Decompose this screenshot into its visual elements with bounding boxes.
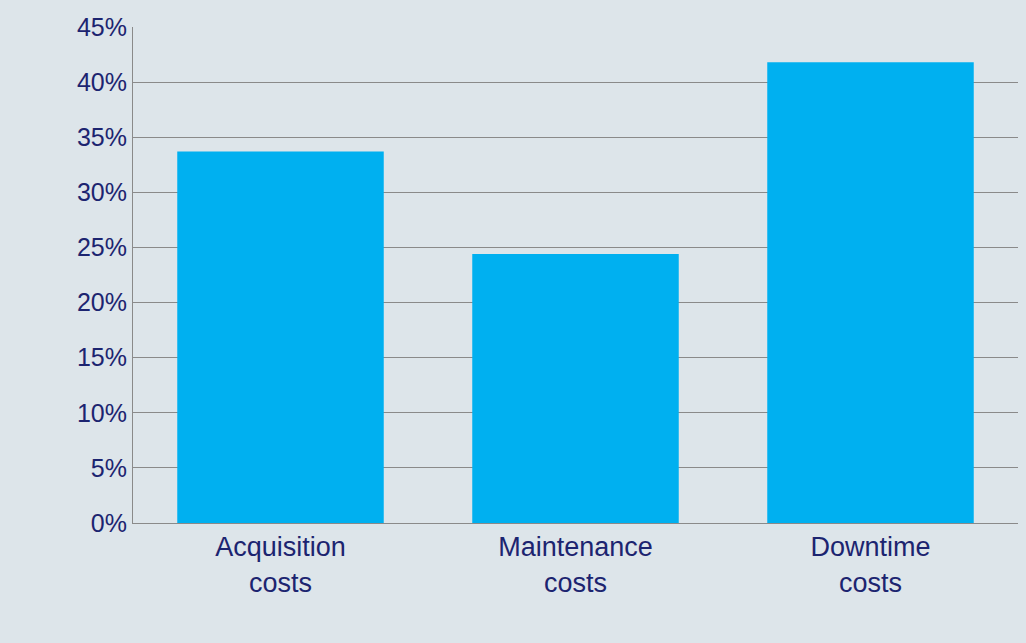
svg-text:0%: 0% bbox=[91, 509, 127, 537]
svg-text:5%: 5% bbox=[91, 454, 127, 482]
svg-text:45%: 45% bbox=[77, 13, 127, 41]
svg-text:35%: 35% bbox=[77, 123, 127, 151]
svg-text:Acquisitioncosts: Acquisitioncosts bbox=[215, 532, 346, 597]
svg-text:30%: 30% bbox=[77, 178, 127, 206]
svg-text:25%: 25% bbox=[77, 233, 127, 261]
svg-text:40%: 40% bbox=[77, 68, 127, 96]
svg-text:15%: 15% bbox=[77, 343, 127, 371]
svg-text:Downtimecosts: Downtimecosts bbox=[810, 532, 930, 597]
svg-text:Maintenancecosts: Maintenancecosts bbox=[498, 532, 653, 597]
svg-text:10%: 10% bbox=[77, 399, 127, 427]
svg-text:20%: 20% bbox=[77, 288, 127, 316]
